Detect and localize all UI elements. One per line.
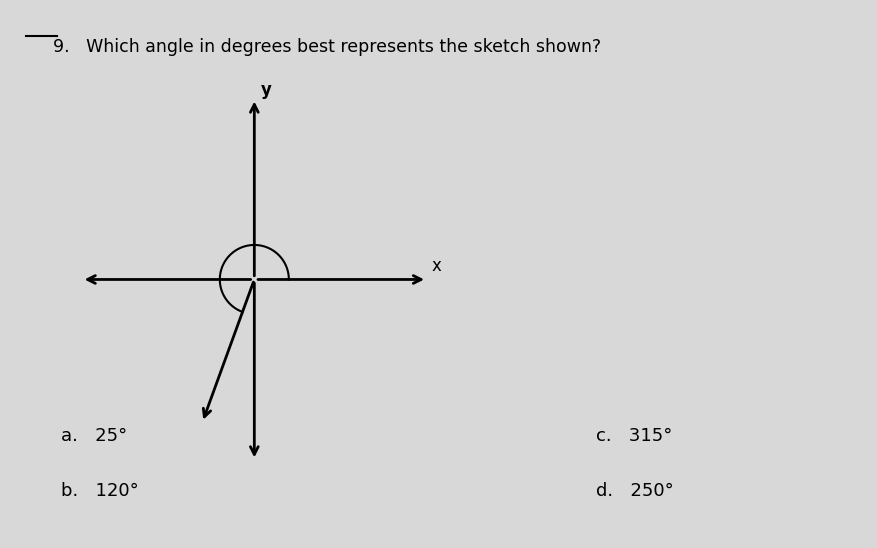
Text: d.   250°: d. 250°: [596, 482, 674, 500]
Text: x: x: [431, 257, 441, 275]
Text: c.   315°: c. 315°: [596, 427, 673, 446]
Text: 9.   Which angle in degrees best represents the sketch shown?: 9. Which angle in degrees best represent…: [53, 38, 601, 56]
Text: b.   120°: b. 120°: [61, 482, 139, 500]
Text: y: y: [260, 81, 272, 99]
Text: a.   25°: a. 25°: [61, 427, 128, 446]
